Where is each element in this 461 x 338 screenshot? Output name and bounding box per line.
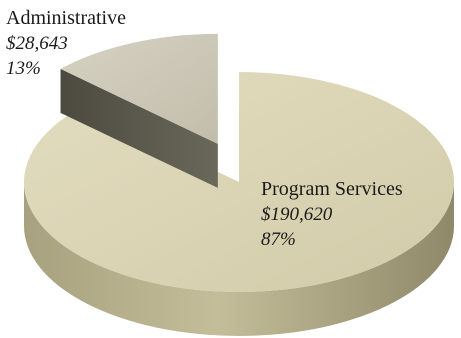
slice-value: $28,643 — [6, 33, 68, 54]
slice-percent: 13% — [6, 58, 41, 79]
slice-value: $190,620 — [261, 204, 333, 225]
slice-name: Program Services — [261, 178, 403, 200]
label-administrative: Administrative $28,643 13% — [6, 6, 126, 81]
slice-side-program-services — [24, 182, 454, 336]
slice-name: Administrative — [6, 7, 126, 29]
slice-wall-administrative — [60, 68, 218, 188]
slice-percent: 87% — [261, 229, 296, 250]
slice-program-services — [23, 72, 454, 292]
label-program-services: Program Services $190,620 87% — [261, 177, 403, 252]
slice-administrative — [60, 33, 218, 144]
